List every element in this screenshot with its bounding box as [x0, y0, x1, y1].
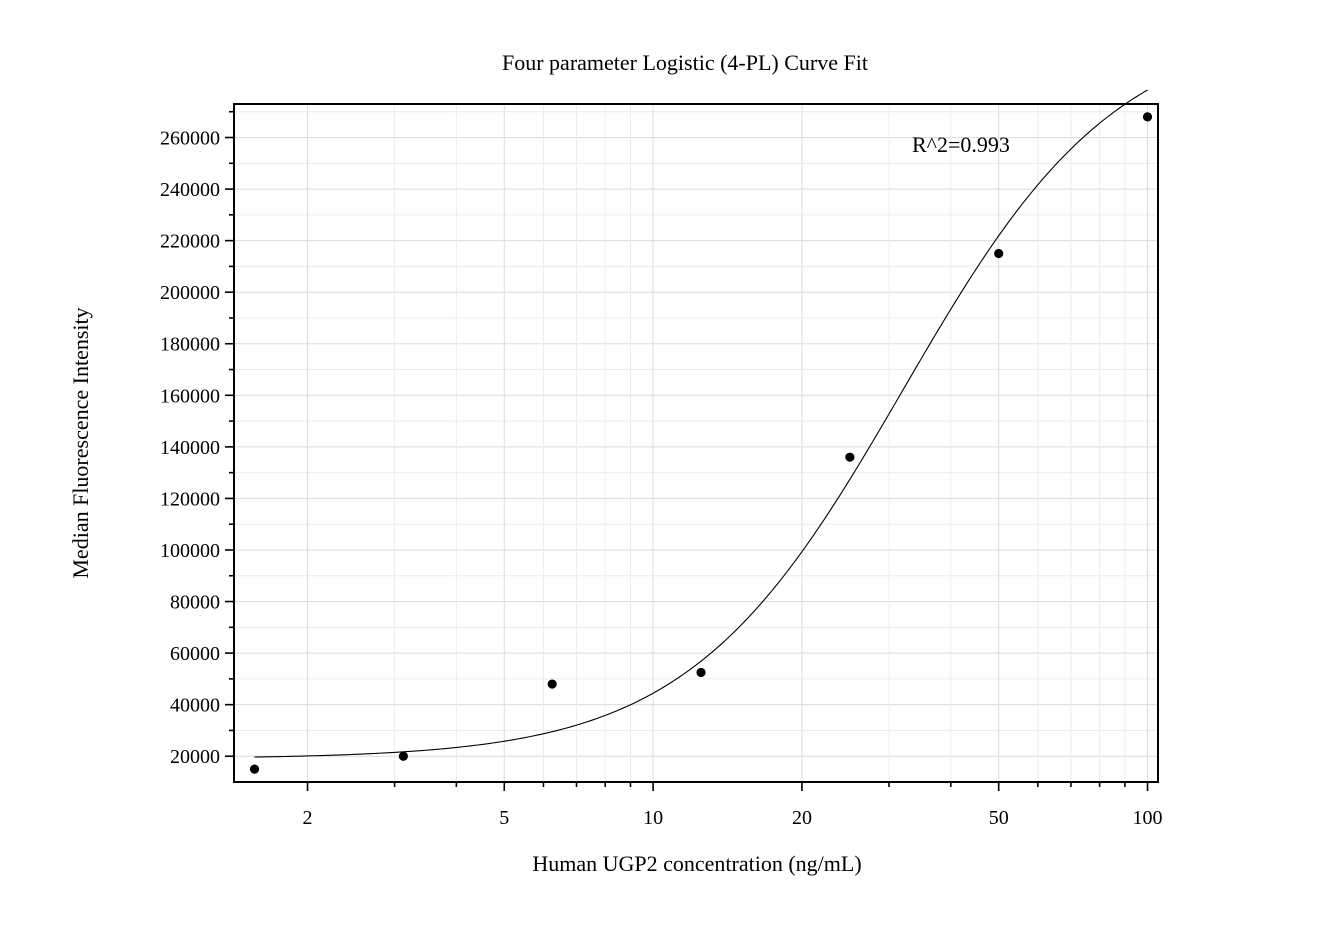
fit-curve: [254, 89, 1148, 758]
x-tick-labels: 2 5 10 20 50 100: [303, 807, 1163, 829]
plot-frame: [233, 103, 1159, 783]
y-tick-labels: 20000 40000 60000 80000 100000 120000 140000 16…: [160, 128, 220, 769]
x-tick-label: 5: [499, 807, 509, 829]
y-tick-label: 100000: [160, 540, 220, 562]
y-tick-label: 220000: [160, 231, 220, 253]
y-tick-label: 40000: [170, 695, 220, 717]
y-tick-label: 240000: [160, 179, 220, 201]
x-tick-label: 2: [303, 807, 313, 829]
data-point: [994, 248, 1004, 259]
data-point: [249, 764, 260, 774]
x-tick-label: 10: [643, 807, 663, 829]
data-point: [1142, 112, 1153, 122]
y-tick-label: 160000: [160, 385, 220, 407]
y-tick-label: 260000: [160, 128, 220, 150]
y-tick-label: 180000: [160, 334, 220, 356]
r-squared-annotation: R^2=0.993: [912, 132, 1010, 157]
y-axis-label: Median Fluorescence Intensity: [68, 307, 93, 578]
y-tick-label: 60000: [170, 643, 220, 665]
y-tick-label: 120000: [160, 488, 220, 510]
y-tick-label: 20000: [170, 746, 220, 768]
x-axis-label: Human UGP2 concentration (ng/mL): [532, 851, 861, 876]
x-tick-label: 50: [989, 807, 1009, 829]
data-point: [398, 751, 408, 761]
grid: [234, 104, 1158, 782]
x-tick-label: 100: [1133, 807, 1163, 829]
data-point: [547, 679, 557, 689]
data-points: [249, 112, 1153, 774]
data-point: [845, 452, 855, 462]
chart-title: Four parameter Logistic (4-PL) Curve Fit: [502, 50, 868, 75]
y-tick-label: 140000: [160, 437, 220, 459]
y-tick-label: 80000: [170, 592, 220, 614]
x-tick-label: 20: [792, 807, 812, 829]
y-tick-label: 200000: [160, 282, 220, 304]
data-point: [696, 667, 706, 678]
axis-ticks: [225, 110, 1149, 791]
